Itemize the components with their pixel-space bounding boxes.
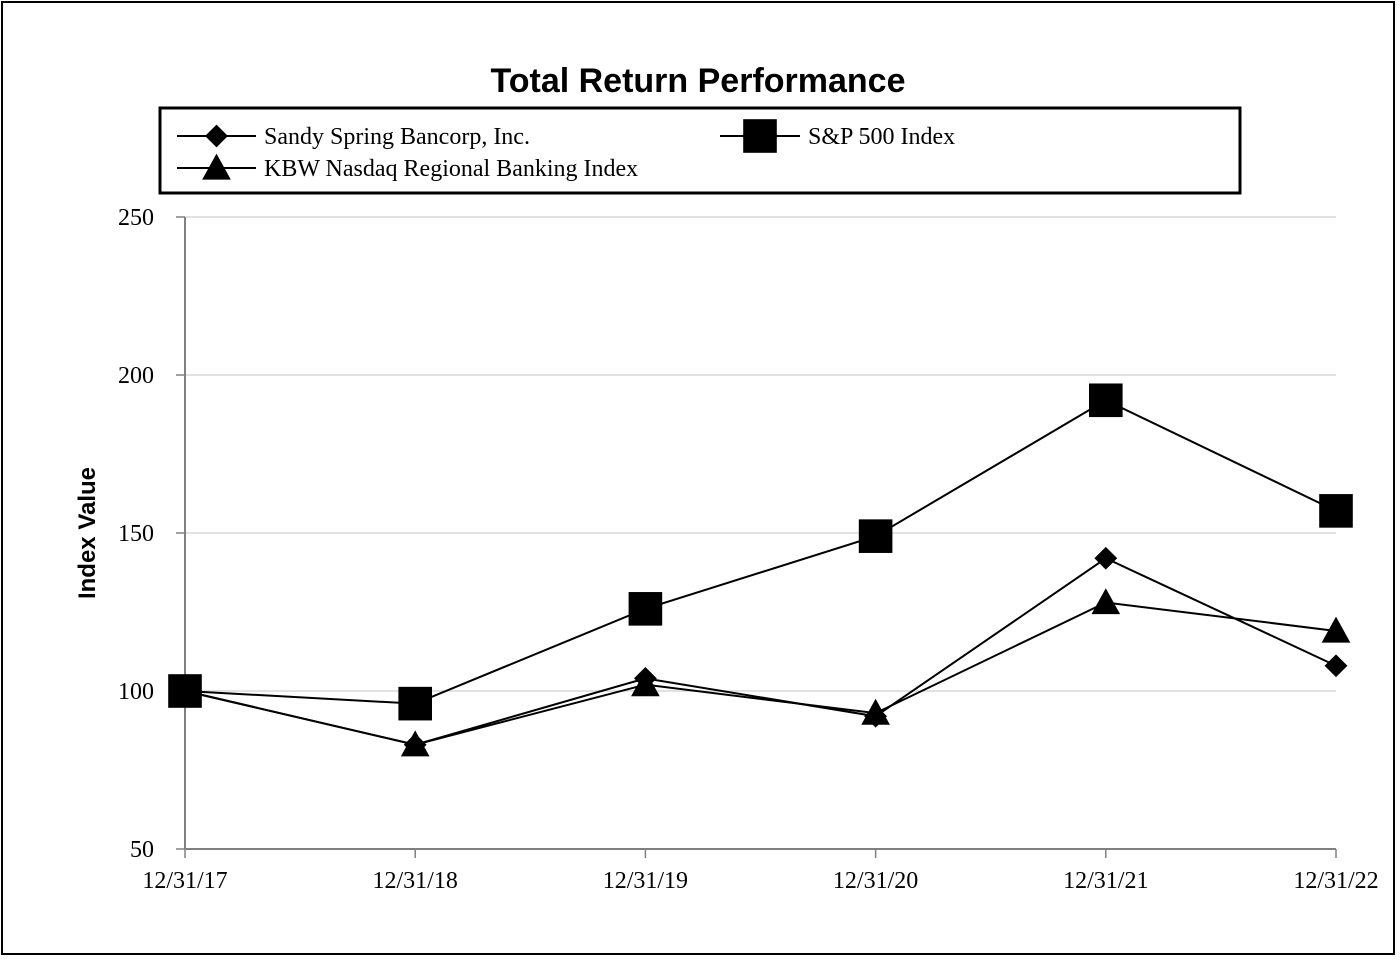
series-1	[168, 383, 1353, 721]
series-2-point-2	[631, 670, 660, 697]
legend-item-1: S&P 500 Index	[720, 119, 955, 153]
series-0-point-4	[1094, 546, 1118, 570]
series-1-point-4	[1089, 383, 1123, 418]
series-2	[170, 588, 1351, 757]
series-line-2	[184, 601, 1337, 746]
x-tick-label-3: 12/31/20	[833, 868, 918, 894]
axes: 50 100 150 200 250 12/31/17 12/31/18 12/31/19 12…	[118, 205, 1379, 894]
x-tick-label-0: 12/31/17	[142, 868, 227, 894]
legend-item-2: KBW Nasdaq Regional Banking Index	[177, 153, 638, 182]
chart-title: Total Return Performance	[490, 62, 905, 100]
x-tick-label-1: 12/31/18	[373, 868, 458, 894]
series-0	[173, 546, 1348, 757]
series-line-0	[184, 557, 1337, 746]
y-tick-label-150: 150	[118, 521, 154, 547]
grid	[185, 216, 1336, 692]
legend-label-0: Sandy Spring Bancorp, Inc.	[264, 124, 530, 150]
y-tick-label-100: 100	[118, 679, 154, 705]
series-layer	[168, 383, 1353, 757]
legend: Sandy Spring Bancorp, Inc. S&P 500 Index K…	[158, 106, 1242, 195]
legend-marker-diamond	[205, 124, 228, 148]
series-2-point-3	[861, 698, 890, 725]
series-line-1	[184, 399, 1337, 705]
legend-label-2: KBW Nasdaq Regional Banking Index	[264, 156, 638, 182]
y-tick-label-200: 200	[118, 363, 154, 389]
series-0-point-5	[1324, 654, 1348, 678]
legend-marker-triangle	[202, 153, 231, 180]
legend-marker-square	[743, 119, 777, 153]
x-tick-label-2: 12/31/19	[603, 868, 688, 894]
x-tick-label-4: 12/31/21	[1063, 868, 1148, 894]
legend-label-1: S&P 500 Index	[808, 124, 955, 150]
series-2-point-1	[400, 730, 430, 757]
legend-item-0: Sandy Spring Bancorp, Inc.	[177, 124, 530, 150]
y-tick-label-50: 50	[130, 837, 154, 863]
series-1-point-3	[858, 519, 893, 553]
x-tick-label-5: 12/31/22	[1293, 868, 1378, 894]
series-1-point-2	[628, 592, 663, 626]
series-1-point-5	[1319, 494, 1353, 528]
legend-box	[158, 106, 1242, 195]
series-2-point-0	[170, 676, 200, 703]
y-tick-label-250: 250	[118, 205, 154, 231]
series-2-point-5	[1321, 616, 1351, 643]
series-2-point-4	[1091, 588, 1121, 615]
series-1-point-1	[398, 686, 432, 721]
y-axis-label: Index Value	[74, 467, 101, 599]
